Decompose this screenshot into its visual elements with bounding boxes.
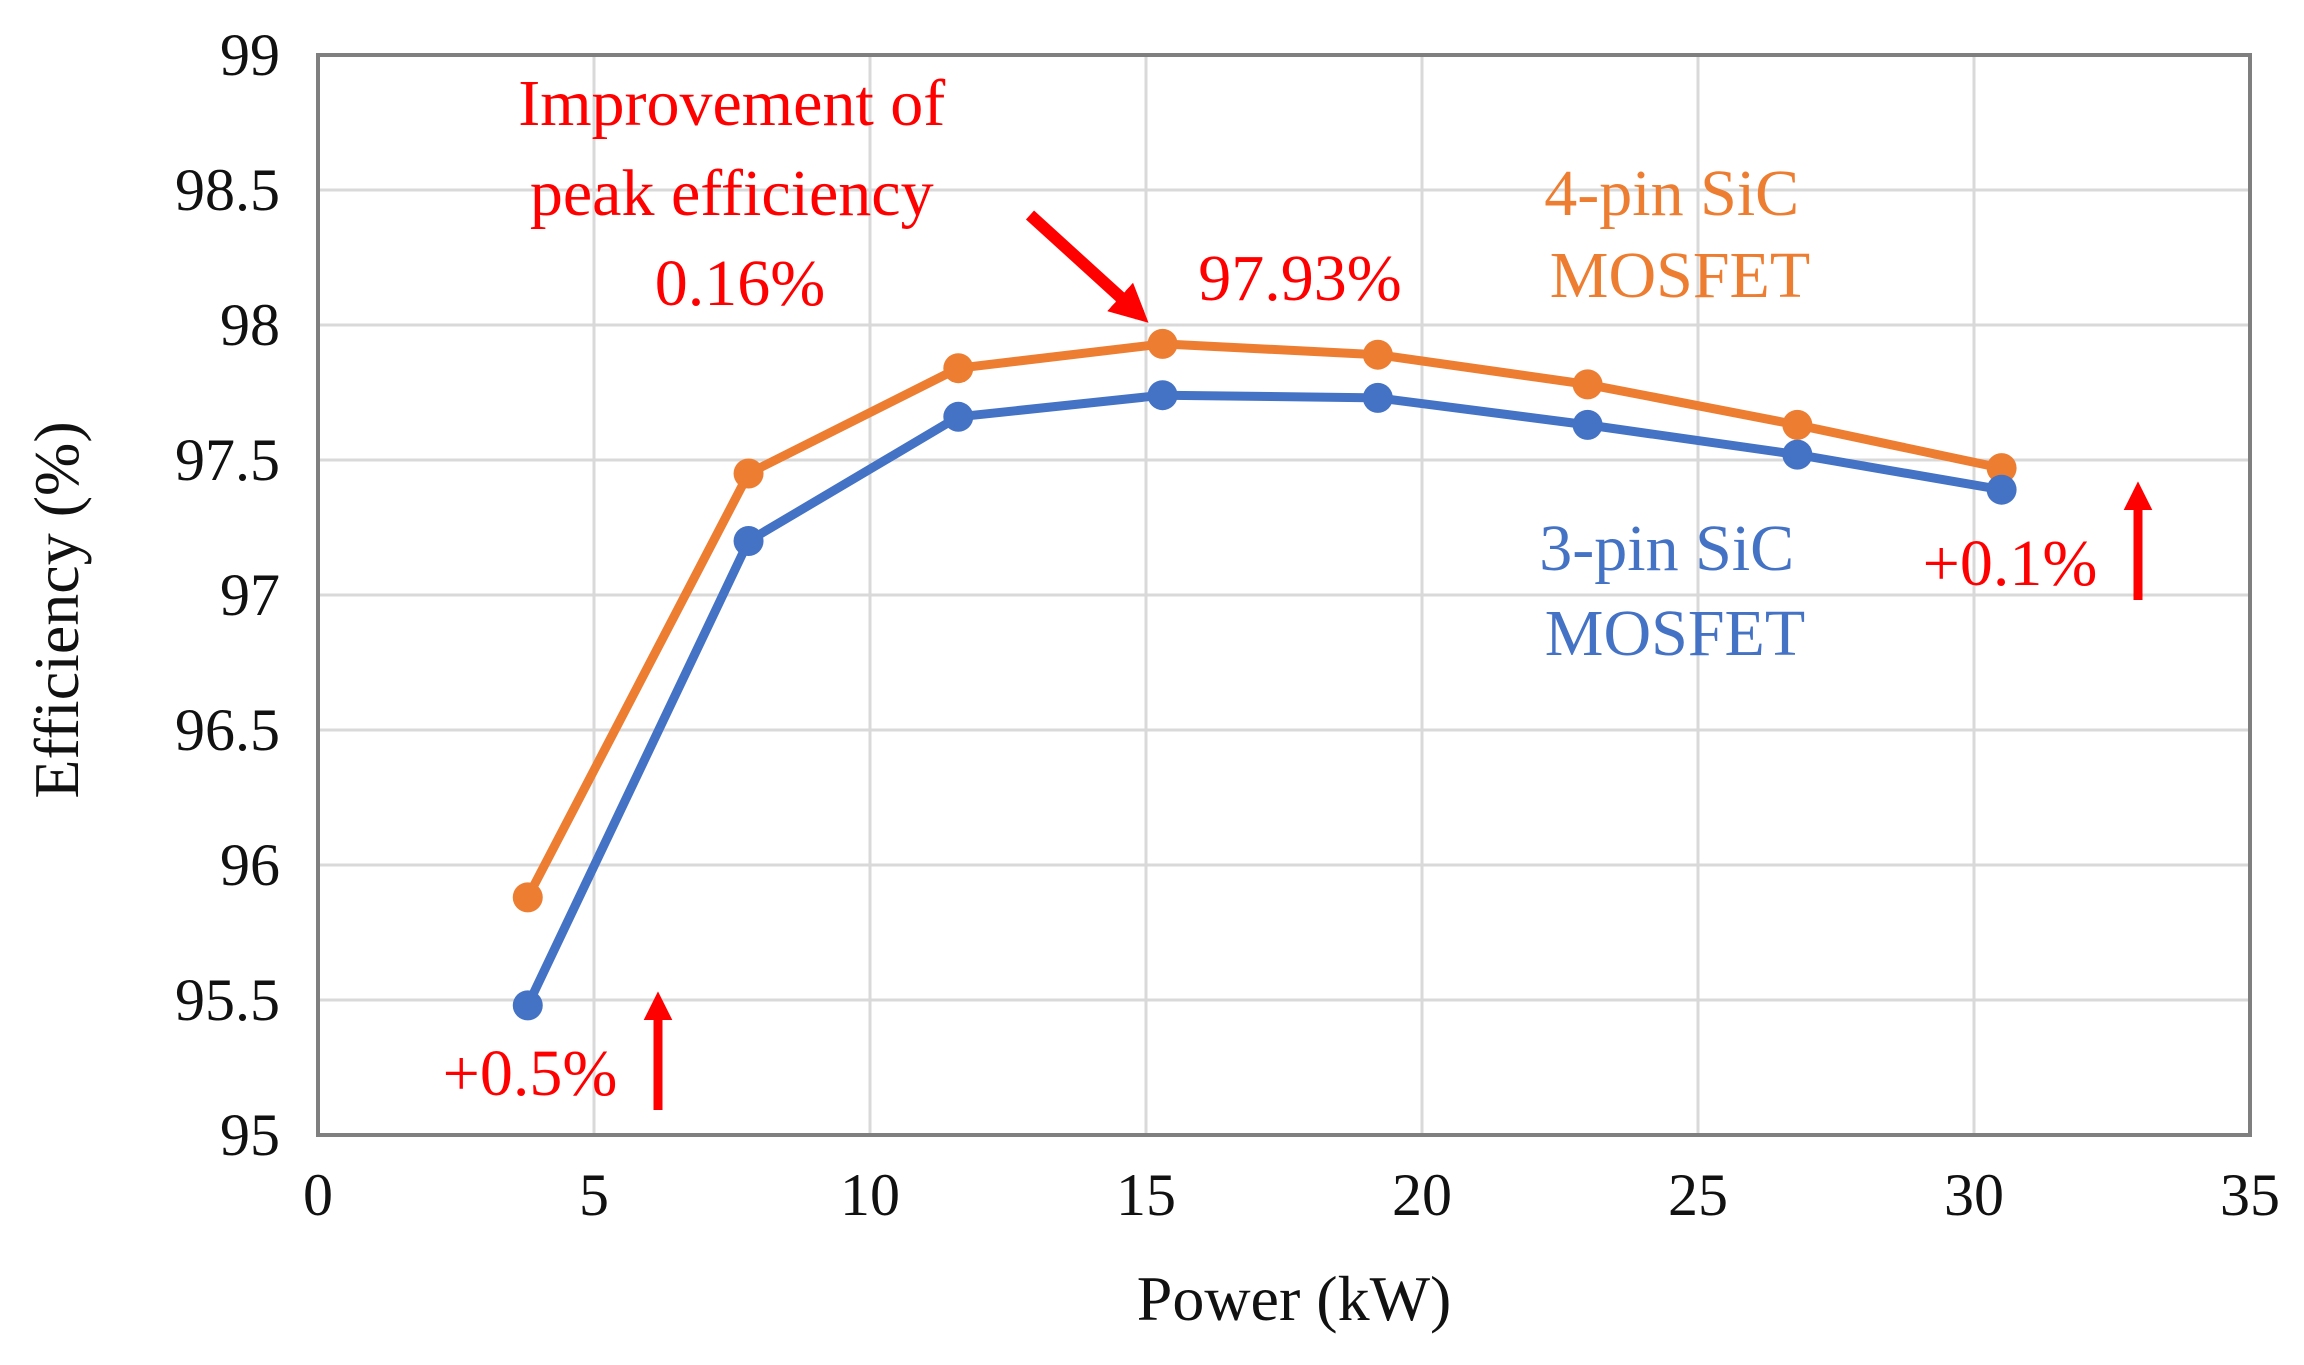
high-load-gain-label: +0.1% bbox=[1923, 527, 2098, 600]
peak-arrow bbox=[1025, 210, 1149, 323]
y-tick-label: 99 bbox=[220, 22, 280, 88]
x-tick-label: 10 bbox=[840, 1162, 900, 1228]
data-point-4-pin-sic-mosfet bbox=[1572, 369, 1603, 400]
data-point-3-pin-sic-mosfet bbox=[1362, 382, 1393, 413]
series-line-4-pin-sic-mosfet bbox=[523, 339, 2003, 900]
peak-improvement-line1: Improvement of bbox=[518, 67, 945, 140]
data-point-4-pin-sic-mosfet bbox=[1782, 409, 1813, 440]
x-tick-label: 15 bbox=[1116, 1162, 1176, 1228]
y-tick-label: 98.5 bbox=[175, 157, 280, 223]
data-point-4-pin-sic-mosfet bbox=[943, 353, 974, 384]
data-point-3-pin-sic-mosfet bbox=[943, 401, 974, 432]
data-point-3-pin-sic-mosfet bbox=[1147, 380, 1178, 411]
series-label-4pin-line1: 4-pin SiC bbox=[1544, 157, 1799, 230]
y-tick-label: 97.5 bbox=[175, 427, 280, 493]
x-axis-title: Power (kW) bbox=[1137, 1263, 1452, 1334]
x-tick-label: 5 bbox=[579, 1162, 609, 1228]
data-point-4-pin-sic-mosfet bbox=[733, 458, 764, 489]
series-layer bbox=[512, 328, 2017, 1021]
series-label-3pin: 3-pin SiC MOSFET bbox=[1539, 512, 1810, 670]
y-axis-title: Efficiency (%) bbox=[21, 421, 92, 798]
series-3-pin-sic-mosfet bbox=[512, 380, 2017, 1021]
data-point-3-pin-sic-mosfet bbox=[733, 526, 764, 556]
y-tick-label: 96 bbox=[220, 832, 280, 898]
data-point-3-pin-sic-mosfet bbox=[1782, 439, 1813, 470]
y-tick-label: 95 bbox=[220, 1102, 280, 1168]
peak-improvement-line2: peak efficiency bbox=[530, 157, 934, 230]
data-point-4-pin-sic-mosfet bbox=[512, 882, 543, 913]
series-label-3pin-line1: 3-pin SiC bbox=[1539, 512, 1794, 585]
x-tick-labels: 0 5 10 15 20 25 30 35 bbox=[303, 1162, 2280, 1228]
peak-improvement-line3: 0.16% bbox=[655, 247, 825, 320]
y-tick-label: 95.5 bbox=[175, 967, 280, 1033]
y-tick-label: 97 bbox=[220, 562, 280, 628]
data-point-3-pin-sic-mosfet bbox=[1572, 409, 1603, 440]
x-tick-label: 25 bbox=[1668, 1162, 1728, 1228]
data-point-3-pin-sic-mosfet bbox=[1986, 474, 2017, 505]
series-4-pin-sic-mosfet bbox=[512, 328, 2017, 913]
y-tick-label: 98 bbox=[220, 292, 280, 358]
series-line-3-pin-sic-mosfet bbox=[523, 390, 2003, 1008]
data-point-4-pin-sic-mosfet bbox=[1986, 453, 2017, 484]
low-load-gain-label: +0.5% bbox=[443, 1037, 618, 1110]
peak-value-label: 97.93% bbox=[1198, 242, 1401, 315]
x-tick-label: 0 bbox=[303, 1162, 333, 1228]
series-label-4pin: 4-pin SiC MOSFET bbox=[1544, 157, 1815, 312]
peak-improvement-note: Improvement of peak efficiency 0.16% bbox=[518, 67, 962, 320]
x-tick-label: 35 bbox=[2220, 1162, 2280, 1228]
data-point-3-pin-sic-mosfet bbox=[512, 990, 543, 1021]
y-tick-label: 96.5 bbox=[175, 697, 280, 763]
series-label-4pin-line2: MOSFET bbox=[1550, 239, 1810, 312]
grid bbox=[316, 53, 2252, 1137]
series-label-3pin-line2: MOSFET bbox=[1545, 597, 1805, 670]
data-point-4-pin-sic-mosfet bbox=[1362, 339, 1393, 370]
x-tick-label: 30 bbox=[1944, 1162, 2004, 1228]
plot-border bbox=[316, 53, 2252, 1137]
y-tick-labels: 95 95.5 96 96.5 97 97.5 98 98.5 99 bbox=[175, 22, 280, 1168]
data-point-4-pin-sic-mosfet bbox=[1147, 328, 1178, 359]
x-tick-label: 20 bbox=[1392, 1162, 1452, 1228]
